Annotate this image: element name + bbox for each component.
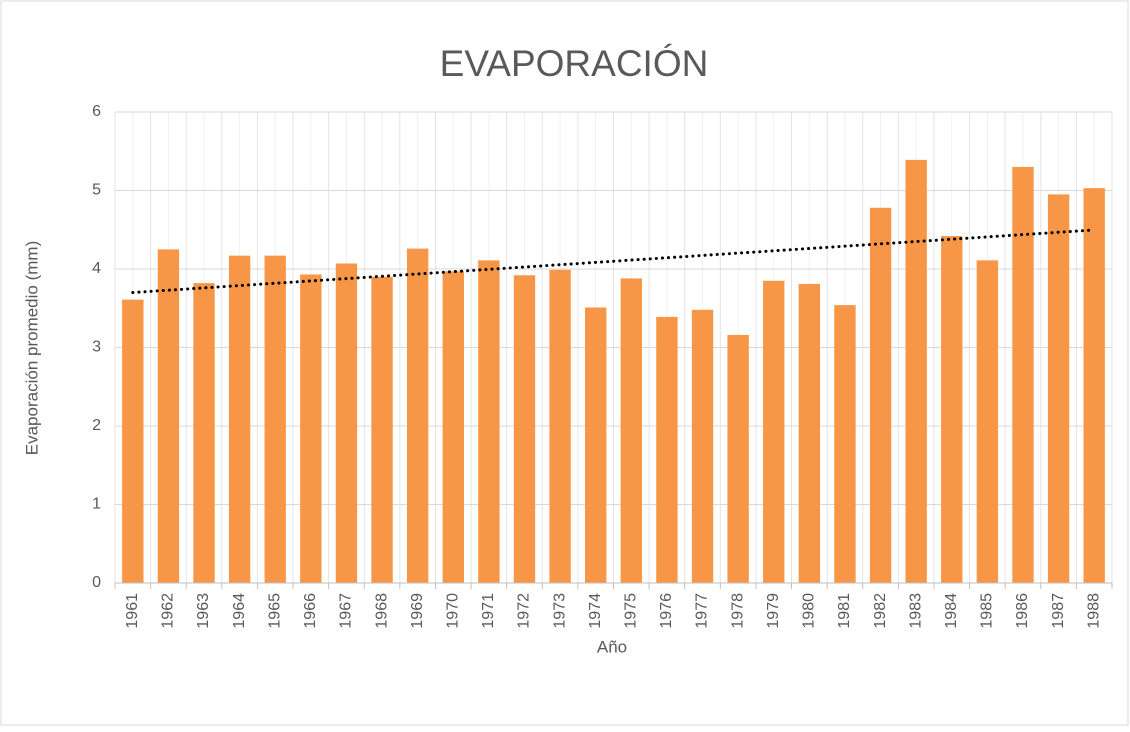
bar (763, 280, 785, 583)
x-axis-title: Año (597, 637, 627, 656)
x-tick-label: 1982 (872, 593, 889, 629)
bar (1083, 188, 1105, 583)
bar (656, 316, 678, 583)
bar (264, 255, 286, 583)
bar (335, 263, 358, 583)
x-tick-label: 1968 (373, 593, 390, 629)
bar (976, 260, 999, 583)
x-tick-label: 1961 (124, 593, 141, 629)
x-tick-label: 1976 (658, 593, 675, 629)
bar (406, 248, 429, 583)
y-tick-label: 6 (92, 103, 101, 120)
x-tick-label: 1971 (480, 593, 497, 629)
y-tick-label: 4 (92, 260, 101, 277)
bar (620, 278, 642, 583)
x-tick-label: 1964 (231, 593, 248, 629)
y-tick-label: 0 (92, 574, 101, 591)
bar (193, 283, 215, 583)
bar (478, 260, 500, 583)
x-tick-label: 1967 (338, 593, 355, 629)
bar (228, 255, 251, 583)
y-tick-label: 5 (92, 182, 101, 199)
x-tick-label: 1978 (729, 593, 746, 629)
chart-title: EVAPORACIÓN (440, 43, 709, 84)
bar (691, 309, 714, 583)
bar (300, 274, 322, 583)
bar (834, 305, 856, 583)
x-tick-label: 1965 (266, 593, 283, 629)
x-tick-label: 1985 (979, 593, 996, 629)
bar (869, 207, 892, 583)
x-tick-label: 1962 (160, 593, 177, 629)
bar (371, 276, 393, 583)
bar (1012, 166, 1034, 583)
x-tick-label: 1977 (694, 593, 711, 629)
y-axis-title: Evaporación promedio (mm) (22, 241, 41, 455)
x-tick-label: 1986 (1014, 593, 1031, 629)
x-tick-label: 1983 (907, 593, 924, 629)
trendline (131, 228, 1096, 295)
bar (549, 269, 571, 583)
x-tick-label: 1974 (587, 593, 604, 629)
bar (585, 307, 607, 583)
bar (157, 249, 180, 583)
bar (905, 159, 927, 583)
y-tick-label: 3 (92, 339, 101, 356)
x-tick-label: 1987 (1050, 593, 1067, 629)
x-tick-label: 1988 (1085, 593, 1102, 629)
x-tick-label: 1966 (302, 593, 319, 629)
x-tick-label: 1975 (623, 593, 640, 629)
x-tick-label: 1972 (516, 593, 533, 629)
bar (442, 271, 464, 583)
x-tick-label: 1963 (195, 593, 212, 629)
x-tick-label: 1984 (943, 593, 960, 629)
bar (798, 283, 821, 583)
x-tick-label: 1979 (765, 593, 782, 629)
bar (941, 236, 963, 583)
y-tick-label: 2 (92, 417, 101, 434)
x-tick-label: 1980 (801, 593, 818, 629)
y-tick-label: 1 (92, 496, 101, 513)
x-tick-label: 1969 (409, 593, 426, 629)
x-tick-label: 1973 (551, 593, 568, 629)
bar (1047, 194, 1070, 584)
bar (513, 275, 536, 583)
bar (122, 299, 144, 583)
x-tick-label: 1970 (444, 593, 461, 629)
bar (727, 334, 749, 583)
x-tick-label: 1981 (836, 593, 853, 629)
